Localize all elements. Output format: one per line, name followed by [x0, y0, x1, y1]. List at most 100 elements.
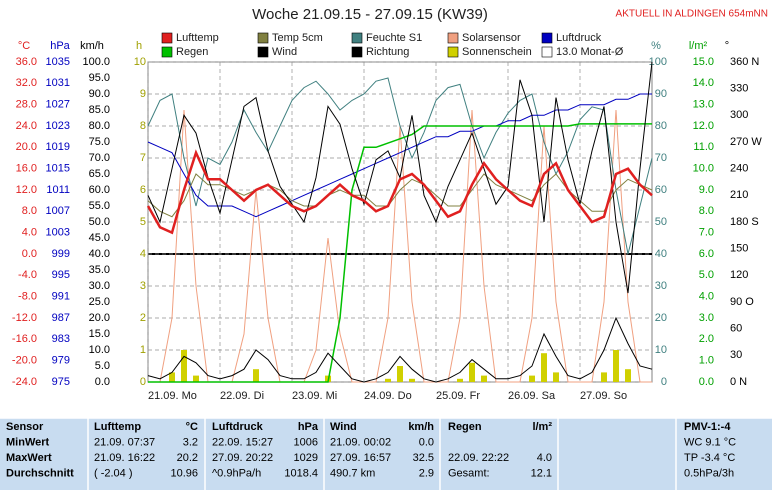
table-cell: 0.0: [419, 436, 434, 448]
y-tick-label: 10: [655, 344, 667, 356]
x-tick-label: 23.09. Mi: [292, 390, 337, 402]
y-tick-label: 45.0: [89, 232, 110, 244]
y-tick-label: 1011: [46, 184, 70, 196]
y-tick-label: 983: [52, 333, 70, 345]
axis-unit: l/m²: [689, 40, 708, 52]
table-cell: 12.1: [531, 467, 552, 479]
y-tick-label: 0.0: [22, 248, 37, 260]
y-tick-label: 40.0: [89, 248, 110, 260]
table-cell: TP -3.4 °C: [684, 452, 735, 464]
y-tick-label: 8.0: [22, 205, 37, 217]
sunshine-bar: [613, 350, 619, 382]
y-tick-label: 5.0: [699, 269, 714, 281]
y-tick-label: -4.0: [18, 269, 37, 281]
table-cell: hPa: [298, 421, 319, 433]
chart-title: Woche 21.09.15 - 27.09.15 (KW39): [252, 6, 488, 23]
y-tick-label: 240: [730, 163, 748, 175]
sunshine-bar: [193, 375, 199, 382]
table-cell: Regen: [448, 421, 482, 433]
y-tick-label: 1019: [46, 141, 70, 153]
table-cell: Gesamt:: [448, 467, 490, 479]
table-cell: 21.09. 00:02: [330, 436, 391, 448]
sunshine-bar: [397, 366, 403, 382]
y-tick-label: 330: [730, 83, 748, 95]
y-tick-label: 24.0: [16, 120, 37, 132]
sunshine-bar: [625, 369, 631, 382]
y-tick-label: 1035: [46, 56, 70, 68]
legend-swatch: [541, 32, 553, 44]
y-tick-label: 1007: [46, 205, 70, 217]
y-tick-label: 10.0: [89, 344, 110, 356]
y-tick-label: 28.0: [16, 99, 37, 111]
y-tick-label: 7.0: [699, 227, 714, 239]
y-tick-label: 120: [730, 269, 748, 281]
table-cell: °C: [186, 421, 198, 433]
table-cell: 10.96: [170, 467, 198, 479]
table-cell: 1006: [294, 436, 318, 448]
y-tick-label: 999: [52, 248, 70, 260]
y-tick-label: 90: [655, 88, 667, 100]
legend-swatch: [351, 32, 363, 44]
legend-label: Luftdruck: [556, 32, 602, 44]
table-cell: 20.2: [177, 452, 198, 464]
y-tick-label: 95.0: [89, 72, 110, 84]
y-tick-label: 0 N: [730, 376, 747, 388]
table-cell: 21.09. 07:37: [94, 436, 155, 448]
y-tick-label: 65.0: [89, 168, 110, 180]
y-tick-label: 300: [730, 109, 748, 121]
x-tick-label: 27.09. So: [580, 390, 627, 402]
sunshine-bar: [529, 375, 535, 382]
y-tick-label: 30.0: [89, 280, 110, 292]
sunshine-bar: [253, 369, 259, 382]
table-cell: Wind: [330, 421, 357, 433]
y-tick-label: 975: [52, 376, 70, 388]
series-line: [147, 316, 653, 383]
y-tick-label: -16.0: [12, 333, 37, 345]
y-tick-label: 5: [140, 216, 146, 228]
legend-swatch: [257, 32, 269, 44]
y-tick-label: 3: [140, 280, 146, 292]
table-cell: WC 9.1 °C: [684, 436, 736, 448]
legend-label: Regen: [176, 46, 208, 58]
table-cell: l/m²: [532, 421, 552, 433]
legend-label: Temp 5cm: [272, 32, 323, 44]
table-background: [0, 418, 772, 490]
y-tick-label: -12.0: [12, 312, 37, 324]
series-line: [146, 149, 653, 235]
y-tick-label: 1: [140, 344, 146, 356]
series-line: [147, 61, 653, 294]
y-tick-label: 80.0: [89, 120, 110, 132]
y-tick-label: 35.0: [89, 264, 110, 276]
legend-swatch: [351, 46, 363, 58]
y-tick-label: 60: [655, 184, 667, 196]
y-tick-label: 70.0: [89, 152, 110, 164]
y-tick-label: 20.0: [89, 312, 110, 324]
location: AKTUELL IN ALDINGEN 654mNN: [616, 9, 768, 20]
y-tick-label: 979: [52, 355, 70, 367]
y-tick-label: 20.0: [16, 141, 37, 153]
x-tick-label: 24.09. Do: [364, 390, 412, 402]
legend-label: Solarsensor: [462, 32, 521, 44]
sunshine-bar: [469, 362, 475, 382]
y-tick-label: 100.0: [82, 56, 110, 68]
table-cell: 32.5: [413, 452, 434, 464]
table-cell: MaxWert: [6, 452, 52, 464]
legend-swatch: [541, 46, 553, 58]
y-tick-label: 210: [730, 189, 748, 201]
y-tick-label: 9: [140, 88, 146, 100]
x-tick-label: 26.09. Sa: [508, 390, 556, 402]
table-cell: MinWert: [6, 436, 50, 448]
sunshine-bar: [385, 378, 391, 382]
series-line: [147, 93, 652, 218]
y-tick-label: 1.0: [699, 355, 714, 367]
y-tick-label: -20.0: [12, 355, 37, 367]
y-tick-label: 8.0: [699, 205, 714, 217]
y-tick-label: 40: [655, 248, 667, 260]
y-tick-label: 1031: [46, 77, 70, 89]
y-tick-label: 995: [52, 269, 70, 281]
y-tick-label: 85.0: [89, 104, 110, 116]
y-tick-label: 36.0: [16, 56, 37, 68]
y-tick-label: 0: [140, 376, 146, 388]
